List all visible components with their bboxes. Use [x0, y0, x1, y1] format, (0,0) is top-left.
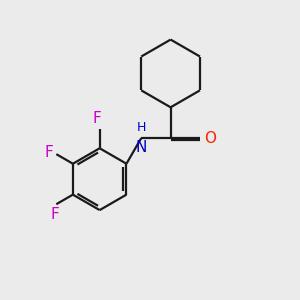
Text: O: O: [204, 131, 216, 146]
Text: F: F: [50, 207, 59, 222]
Text: F: F: [45, 145, 53, 160]
Text: H: H: [136, 121, 146, 134]
Text: F: F: [93, 111, 102, 126]
Text: N: N: [136, 140, 147, 155]
